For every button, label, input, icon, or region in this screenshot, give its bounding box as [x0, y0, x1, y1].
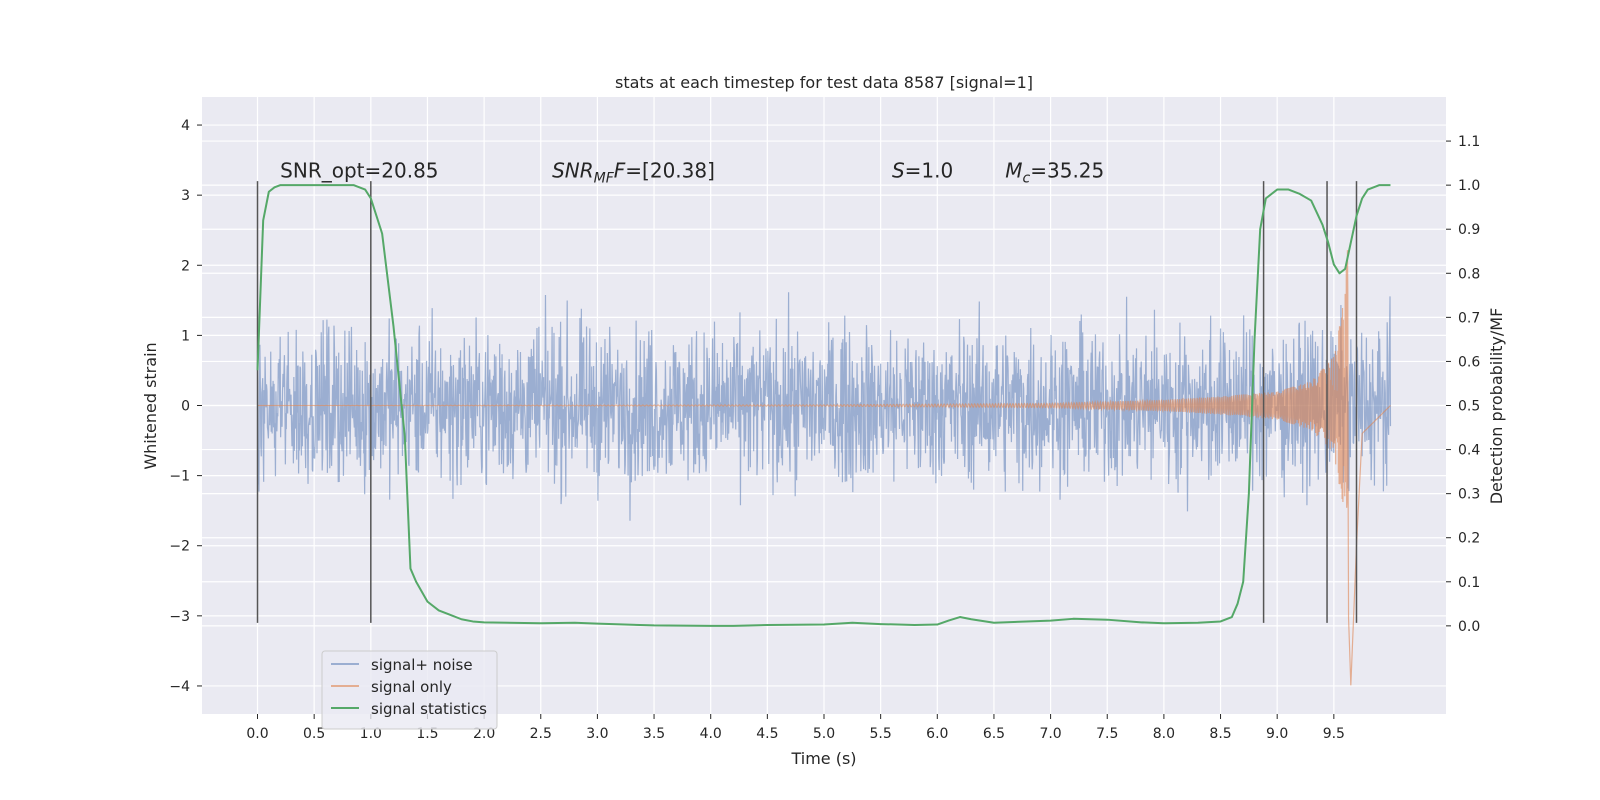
x-tick-label: 0.0: [246, 726, 268, 742]
x-axis-ticks: 0.0 0.5 1.0 1.5 2.0 2.5 3.0 3.5 4.0 4.5 5.0 5.5 6.0 6…: [246, 714, 1345, 742]
y-tick-label: −3: [169, 609, 190, 625]
x-tick-label: 3.5: [643, 726, 665, 742]
x-tick-label: 7.5: [1096, 726, 1118, 742]
y-right-tick-label: 0.7: [1458, 310, 1480, 326]
x-tick-label: 5.0: [813, 726, 835, 742]
noise-line: [256, 292, 1392, 521]
x-tick-label: 8.0: [1153, 726, 1175, 742]
y-right-axis-ticks: 0.0 0.1 0.2 0.3 0.4 0.5 0.6 0.7 0.8 0.9 1.0 1.1: [1446, 134, 1480, 635]
chirp-line: [257, 250, 1391, 686]
x-tick-label: 6.0: [926, 726, 948, 742]
x-tick-label: 8.5: [1209, 726, 1231, 742]
y-right-tick-label: 0.3: [1458, 487, 1480, 503]
y-right-tick-label: 1.0: [1458, 178, 1480, 194]
annotation-snr_opt: SNR_opt=20.85: [280, 159, 438, 183]
series-signal-statistics: [256, 184, 1391, 627]
x-tick-label: 1.5: [416, 726, 438, 742]
series-signal-plus-noise: [256, 292, 1392, 521]
legend: signal+ noise signal only signal statist…: [321, 650, 498, 730]
y-right-axis-label: Detection probability/MF: [1487, 308, 1506, 505]
legend-label-signal-only: signal only: [371, 678, 452, 696]
y-tick-label: 4: [181, 118, 190, 134]
y-right-tick-label: 0.0: [1458, 619, 1480, 635]
legend-box: [321, 650, 498, 730]
y-right-tick-label: 0.2: [1458, 531, 1480, 547]
x-tick-label: 6.5: [983, 726, 1005, 742]
x-tick-label: 7.0: [1039, 726, 1061, 742]
y-right-tick-label: 1.1: [1458, 134, 1480, 150]
series-signal-only: [257, 250, 1391, 686]
y-tick-label: −4: [169, 679, 190, 695]
annotation-s: S=1.0: [892, 159, 953, 183]
x-tick-label: 9.5: [1323, 726, 1345, 742]
y-tick-label: 0: [181, 399, 190, 415]
legend-label-signal-statistics: signal statistics: [371, 700, 487, 718]
annotation-mc: Mc=35.25: [1005, 159, 1104, 187]
chart-title: stats at each timestep for test data 858…: [615, 73, 1033, 92]
y-right-tick-label: 0.1: [1458, 575, 1480, 591]
x-tick-label: 4.5: [756, 726, 778, 742]
y-right-tick-label: 0.8: [1458, 266, 1480, 282]
annotation-snr_mf: SNRMFF=[20.38]: [552, 159, 715, 187]
y-tick-label: 2: [181, 258, 190, 274]
y-right-tick-label: 0.5: [1458, 399, 1480, 415]
x-tick-label: 1.0: [360, 726, 382, 742]
x-tick-label: 9.0: [1266, 726, 1288, 742]
y-axis-label: Whitened strain: [141, 342, 160, 469]
y-tick-label: −1: [169, 469, 190, 485]
x-tick-label: 4.0: [700, 726, 722, 742]
y-tick-label: −2: [169, 539, 190, 555]
x-tick-label: 2.5: [530, 726, 552, 742]
vertical-markers: [256, 181, 1358, 623]
legend-label-signal-plus-noise: signal+ noise: [371, 656, 473, 674]
y-right-tick-label: 0.9: [1458, 222, 1480, 238]
y-tick-label: 3: [181, 188, 190, 204]
y-axis-ticks: −4 −3 −2 −1 0 1 2 3 4: [169, 118, 202, 695]
x-tick-label: 3.0: [586, 726, 608, 742]
y-right-tick-label: 0.4: [1458, 443, 1480, 459]
x-tick-label: 5.5: [870, 726, 892, 742]
x-axis-label: Time (s): [790, 749, 856, 768]
statistics-line: [256, 184, 1391, 627]
annotations: SNR_opt=20.85 SNRMFF=[20.38] S=1.0 Mc=35.25: [280, 159, 1104, 187]
y-tick-label: 1: [181, 328, 190, 344]
x-tick-label: 0.5: [303, 726, 325, 742]
y-right-tick-label: 0.6: [1458, 354, 1480, 370]
x-tick-label: 2.0: [473, 726, 495, 742]
